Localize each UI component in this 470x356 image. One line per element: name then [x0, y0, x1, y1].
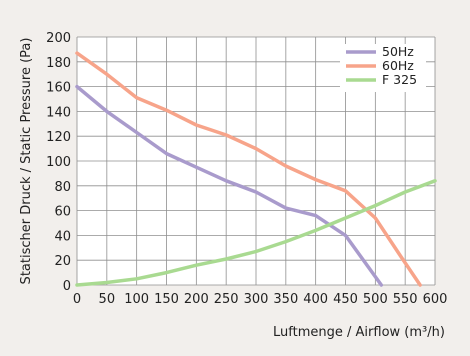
- y-axis-title: Statischer Druck / Static Pressure (Pa): [19, 38, 34, 285]
- y-tick-label-7: 140: [46, 105, 71, 120]
- y-tick-label-1: 20: [54, 254, 71, 269]
- series-line-60hz: [75, 51, 422, 287]
- x-axis-title: Luftmenge / Airflow (m³/h): [273, 325, 445, 340]
- x-tick-label-10: 500: [363, 292, 388, 307]
- legend-label-2: F 325: [382, 72, 417, 87]
- series-line-f-325: [75, 179, 437, 287]
- y-tick-label-4: 80: [54, 180, 71, 195]
- x-tick-label-1: 50: [99, 292, 116, 307]
- x-tick-label-12: 600: [423, 292, 448, 307]
- x-tick-label-5: 250: [214, 292, 239, 307]
- x-tick-labels: 0 50 100 150 200 250 300 350 400 450 500 550 600: [73, 292, 448, 307]
- y-tick-label-6: 120: [46, 130, 71, 145]
- y-tick-label-5: 100: [46, 155, 71, 170]
- x-tick-label-9: 450: [333, 292, 358, 307]
- x-tick-label-4: 200: [184, 292, 209, 307]
- grid: [76, 36, 436, 286]
- x-tick-label-6: 300: [244, 292, 269, 307]
- y-tick-label-9: 180: [46, 56, 71, 71]
- x-tick-label-0: 0: [73, 292, 81, 307]
- y-tick-label-0: 0: [63, 279, 71, 294]
- legend-label-0: 50Hz: [382, 44, 414, 59]
- legend-label-1: 60Hz: [382, 58, 414, 73]
- series-layer: [75, 51, 437, 287]
- x-tick-label-7: 350: [273, 292, 298, 307]
- y-tick-label-2: 40: [54, 229, 71, 244]
- y-tick-label-3: 60: [54, 205, 71, 220]
- series-line-50hz: [75, 84, 384, 287]
- x-tick-label-2: 100: [124, 292, 149, 307]
- x-tick-label-8: 400: [303, 292, 328, 307]
- y-tick-label-10: 200: [46, 31, 71, 46]
- y-tick-label-8: 160: [46, 81, 71, 96]
- x-tick-label-11: 550: [393, 292, 418, 307]
- x-tick-label-3: 150: [154, 292, 179, 307]
- y-tick-labels: 0 20 40 60 80 100 120 140 160 180 200: [46, 31, 71, 294]
